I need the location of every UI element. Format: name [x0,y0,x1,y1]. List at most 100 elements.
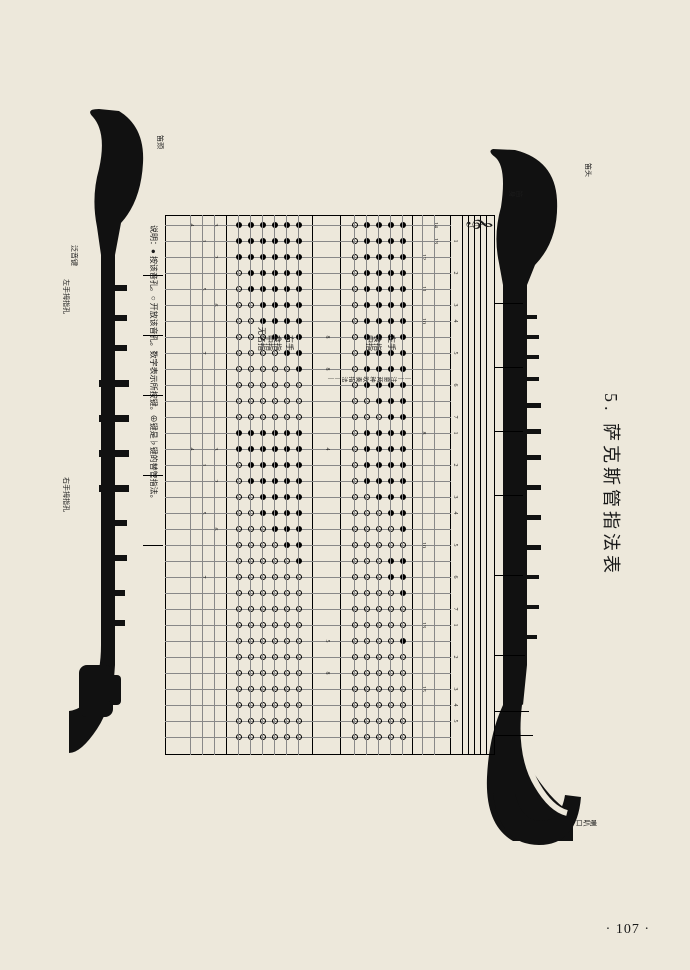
hole-open-icon [272,734,278,740]
hole-open-icon [388,734,394,740]
chart-column [165,417,451,418]
hole-open-icon [400,670,406,676]
hole-open-icon [248,638,254,644]
aux-key-number: 2 [212,480,218,483]
hole-open-icon [352,718,358,724]
hole-closed-icon [236,222,242,228]
hole-closed-icon [376,430,382,436]
hole-open-icon [364,574,370,580]
hole-open-icon [284,398,290,404]
chart-column [165,465,451,466]
hole-open-icon [272,574,278,580]
hole-closed-icon [272,430,278,436]
hole-closed-icon [400,382,406,388]
hole-closed-icon [400,558,406,564]
aux-key-number: 10 [420,542,426,548]
hole-open-icon [352,430,358,436]
hole-closed-icon [284,462,290,468]
hole-open-icon [260,622,266,628]
hole-closed-icon [400,350,406,356]
chart-row-line [402,215,403,755]
hole-open-icon [352,366,358,372]
hole-open-icon [284,366,290,372]
hole-open-icon [400,702,406,708]
hole-closed-icon [364,254,370,260]
chart-column [165,673,451,674]
aux-key-number: 8 [324,672,330,675]
hole-closed-icon [400,222,406,228]
chart-column [165,449,451,450]
hole-open-icon [352,686,358,692]
hole-open-icon [376,654,382,660]
hole-closed-icon [296,430,302,436]
hole-open-icon [296,734,302,740]
chart-column [165,433,451,434]
hole-open-icon [296,606,302,612]
hole-open-icon [272,686,278,692]
hole-open-icon [352,622,358,628]
hole-closed-icon [364,270,370,276]
hole-closed-icon [284,542,290,548]
label-neck-top: 笛头 [584,163,591,177]
hole-closed-icon [236,238,242,244]
chart-column [165,497,451,498]
hole-open-icon [272,606,278,612]
hole-closed-icon [376,398,382,404]
note-number: 5 [452,544,458,547]
hole-closed-icon [400,414,406,420]
aux-key-number: 7 [200,352,206,355]
hole-open-icon [272,398,278,404]
aux-key-number: 14 [432,222,438,228]
note-number: 6 [452,576,458,579]
hole-open-icon [296,718,302,724]
hole-closed-icon [400,334,406,340]
hole-open-icon [260,382,266,388]
hole-open-icon [352,606,358,612]
hole-closed-icon [388,446,394,452]
leader-line [495,711,529,712]
hole-closed-icon [296,350,302,356]
hole-closed-icon [248,446,254,452]
hole-closed-icon [272,510,278,516]
hole-open-icon [364,398,370,404]
hole-open-icon [248,718,254,724]
hole-open-icon [400,654,406,660]
hole-open-icon [400,734,406,740]
chart-column [165,641,451,642]
note-number: 1 [452,432,458,435]
hole-closed-icon [296,510,302,516]
hole-closed-icon [400,270,406,276]
aux-key-number: 8 [420,432,426,435]
hole-open-icon [236,606,242,612]
hole-closed-icon [400,318,406,324]
hole-open-icon [352,510,358,516]
hole-open-icon [352,558,358,564]
staff-line [468,215,469,755]
hole-closed-icon [388,574,394,580]
hole-closed-icon [260,478,266,484]
hole-open-icon [272,622,278,628]
hole-open-icon [376,638,382,644]
hole-open-icon [352,398,358,404]
hole-open-icon [272,638,278,644]
hole-closed-icon [376,462,382,468]
hole-open-icon [364,558,370,564]
hole-closed-icon [296,494,302,500]
hole-closed-icon [296,446,302,452]
hole-open-icon [284,654,290,660]
hole-open-icon [260,398,266,404]
staff-line [462,215,463,755]
hole-open-icon [236,558,242,564]
hole-open-icon [248,366,254,372]
hole-closed-icon [236,254,242,260]
hole-open-icon [248,558,254,564]
chart-column [165,529,451,530]
hole-open-icon [236,334,242,340]
hole-closed-icon [248,286,254,292]
hole-open-icon [284,558,290,564]
hole-open-icon [248,622,254,628]
chart-column [165,689,451,690]
aux-key-number: 6 [212,528,218,531]
hole-closed-icon [296,318,302,324]
hole-open-icon [248,398,254,404]
